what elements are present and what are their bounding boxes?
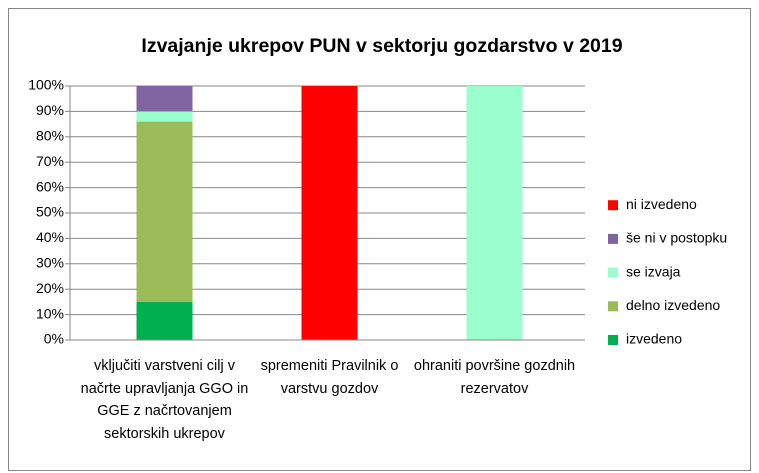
legend-marker — [608, 301, 618, 312]
y-tick-label: 100% — [28, 77, 64, 93]
legend-label: izvedeno — [626, 331, 682, 347]
y-tick-label: 20% — [36, 280, 64, 296]
y-tick-label: 90% — [36, 102, 64, 118]
bar-segment — [136, 111, 193, 122]
y-tick-label: 50% — [36, 204, 64, 220]
y-tick-label: 70% — [36, 153, 64, 169]
legend-label: ni izvedeno — [626, 196, 697, 212]
bar-segment — [136, 301, 193, 340]
bar-segment — [136, 121, 193, 302]
y-tick-label: 30% — [36, 255, 64, 271]
x-tick-label: spremeniti Pravilnik o varstvu gozdov — [260, 358, 399, 397]
chart-title: Izvajanje ukrepov PUN v sektorju gozdars… — [141, 35, 622, 57]
legend-marker — [608, 200, 618, 211]
x-tick-label: ohraniti površine gozdnih rezervatov — [413, 358, 576, 397]
legend-marker — [608, 233, 618, 244]
legend-label: še ni v postopku — [626, 230, 727, 246]
bar-segment — [466, 86, 523, 340]
legend-label: delno izvedeno — [626, 297, 720, 313]
x-tick-label: vključiti varstveni cilj v načrte upravl… — [80, 358, 249, 442]
y-tick-label: 60% — [36, 178, 64, 194]
bar-segment — [136, 86, 193, 112]
y-tick-label: 0% — [44, 331, 64, 347]
bar-segment — [301, 86, 358, 340]
y-tick-label: 10% — [36, 305, 64, 321]
y-tick-label: 80% — [36, 128, 64, 144]
legend-marker — [608, 267, 618, 278]
legend-label: se izvaja — [626, 263, 681, 279]
y-tick-label: 40% — [36, 229, 64, 245]
legend-marker — [608, 335, 618, 345]
